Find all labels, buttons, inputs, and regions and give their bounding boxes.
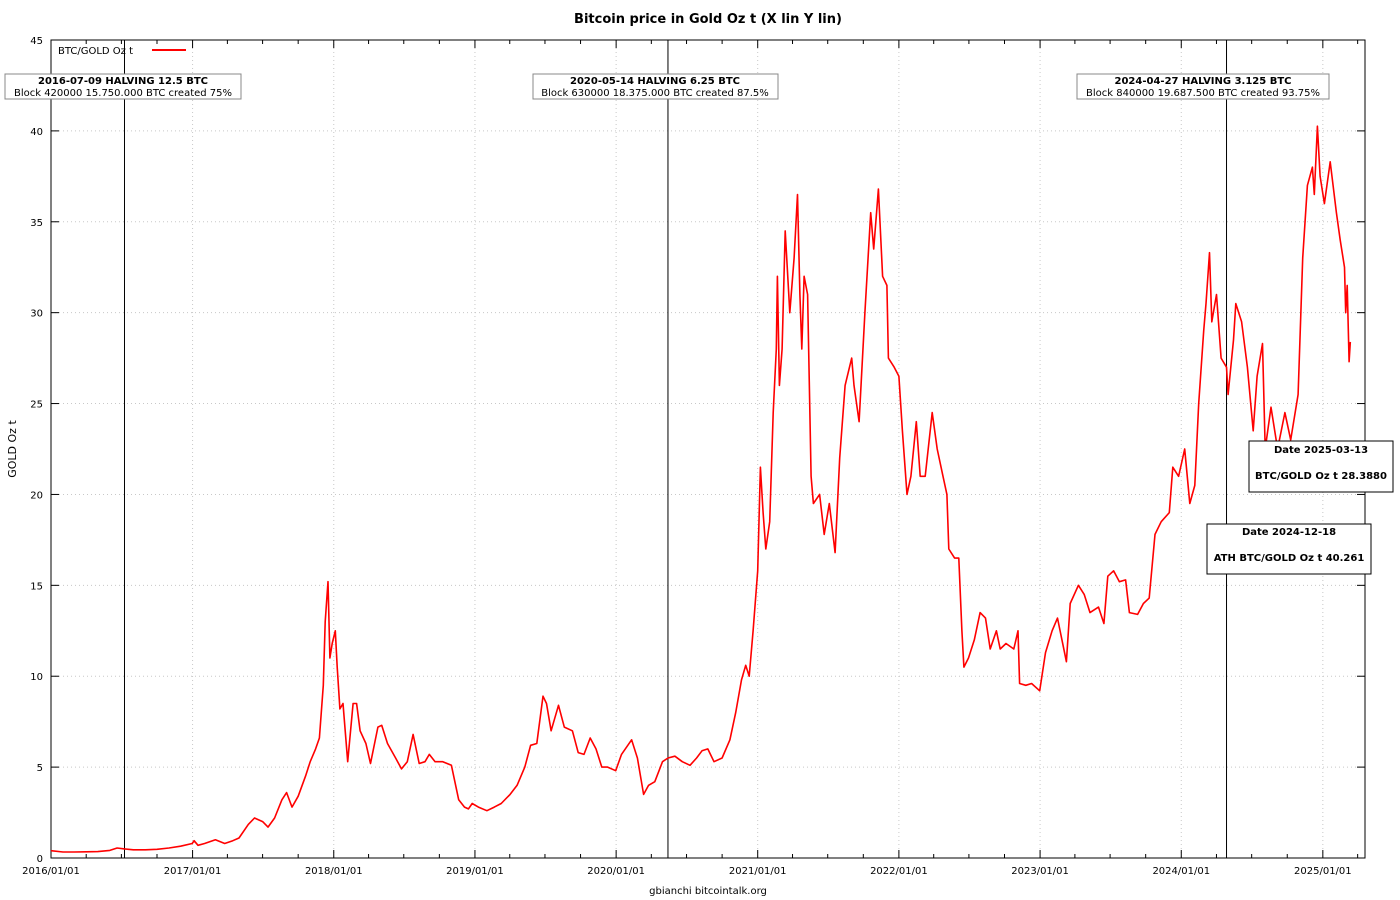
info-box-latest: Date 2025-03-13 BTC/GOLD Oz t 28.3880 — [1248, 440, 1394, 493]
x-tick-label: 2018/01/01 — [305, 866, 363, 877]
axis-ticks — [50, 39, 1365, 859]
halving-box-2020 — [532, 73, 779, 100]
y-axis-tick-labels: 0 5 10 15 20 25 30 35 40 45 — [30, 36, 43, 865]
x-tick-label: 2025/01/01 — [1294, 866, 1352, 877]
info-box-ath: Date 2024-12-18 ATH BTC/GOLD Oz t 40.261 — [1206, 523, 1372, 575]
x-tick-label: 2020/01/01 — [587, 866, 645, 877]
x-tick-label: 2023/01/01 — [1011, 866, 1069, 877]
y-tick-label: 45 — [30, 36, 43, 47]
y-tick-label: 25 — [30, 400, 43, 411]
y-tick-label: 30 — [30, 309, 43, 320]
halving-lines — [123, 40, 1228, 858]
halving-subtitle-2024: Block 840000 19.687.500 BTC created 93.7… — [1086, 88, 1320, 99]
y-tick-label: 35 — [30, 218, 43, 229]
y-tick-label: 20 — [30, 490, 43, 501]
x-tick-label: 2017/01/01 — [164, 866, 222, 877]
y-tick-label: 15 — [30, 581, 43, 592]
halving-annotation-2020: 2020-05-14 HALVING 6.25 BTC Block 630000… — [532, 73, 779, 100]
info-box-latest-date: Date 2025-03-13 — [1274, 445, 1368, 456]
legend: BTC/GOLD Oz t — [58, 46, 186, 57]
x-tick-label: 2016/01/01 — [22, 866, 80, 877]
info-box-latest-value: BTC/GOLD Oz t 28.3880 — [1255, 471, 1387, 482]
halving-title-2016: 2016-07-09 HALVING 12.5 BTC — [38, 76, 208, 87]
x-tick-label: 2019/01/01 — [446, 866, 504, 877]
x-tick-label: 2022/01/01 — [870, 866, 928, 877]
info-box-ath-frame — [1206, 523, 1372, 575]
halving-box-2016 — [4, 73, 242, 100]
halving-subtitle-2016: Block 420000 15.750.000 BTC created 75% — [14, 88, 232, 99]
halving-annotation-2016: 2016-07-09 HALVING 12.5 BTC Block 420000… — [4, 73, 242, 100]
y-axis-label: GOLD Oz t — [6, 420, 19, 478]
info-box-ath-date: Date 2024-12-18 — [1242, 527, 1336, 538]
x-tick-label: 2021/01/01 — [729, 866, 787, 877]
y-tick-label: 10 — [30, 672, 43, 683]
y-tick-label: 5 — [37, 763, 43, 774]
grid-lines — [51, 40, 1365, 858]
halving-annotation-2024: 2024-04-27 HALVING 3.125 BTC Block 84000… — [1076, 73, 1330, 100]
y-tick-label: 0 — [37, 854, 43, 865]
info-box-latest-frame — [1248, 440, 1394, 493]
footer-credit: gbianchi bitcointalk.org — [649, 886, 767, 897]
series-line-btc-gold — [50, 125, 1352, 853]
chart-title: Bitcoin price in Gold Oz t (X lin Y lin) — [574, 12, 842, 27]
halving-title-2024: 2024-04-27 HALVING 3.125 BTC — [1115, 76, 1292, 87]
x-tick-label: 2024/01/01 — [1152, 866, 1210, 877]
x-axis-tick-labels: 2016/01/01 2017/01/01 2018/01/01 2019/01/01… — [22, 866, 1351, 877]
halving-box-2024 — [1076, 73, 1330, 100]
halving-title-2020: 2020-05-14 HALVING 6.25 BTC — [570, 76, 740, 87]
halving-subtitle-2020: Block 630000 18.375.000 BTC created 87.5… — [541, 88, 769, 99]
info-box-ath-value: ATH BTC/GOLD Oz t 40.261 — [1214, 553, 1365, 564]
y-tick-label: 40 — [30, 127, 43, 138]
legend-label: BTC/GOLD Oz t — [58, 46, 133, 57]
